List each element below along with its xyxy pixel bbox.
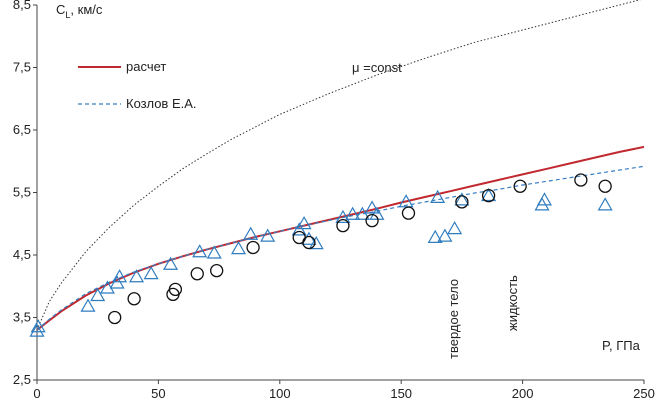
triangle-marker (345, 206, 361, 220)
circle-marker (365, 213, 379, 228)
triangle-marker (454, 192, 470, 206)
triangle-marker (536, 192, 552, 206)
circle-marker (574, 173, 588, 187)
circle-marker (108, 310, 122, 325)
circle-marker (302, 235, 316, 250)
triangle-marker (260, 228, 276, 242)
triangle-marker (143, 266, 159, 280)
triangle-marker (230, 241, 247, 255)
triangle-marker (30, 319, 46, 333)
circle-marker (481, 188, 496, 203)
triangle-marker (80, 298, 96, 312)
triangle-marker (398, 194, 414, 208)
legend-label-raschet: расчет (126, 59, 166, 74)
triangle-marker (90, 287, 106, 302)
x-tick-label: 0 (33, 386, 40, 401)
triangle-marker (163, 256, 179, 270)
x-tick-label: 250 (633, 386, 655, 401)
triangle-marker (597, 197, 613, 211)
circle-marker (190, 267, 204, 281)
triangle-marker (308, 236, 324, 250)
y-tick-label: 7,5 (13, 60, 31, 75)
circle-marker (455, 195, 469, 209)
x-axis-label: P, ГПа (602, 338, 641, 353)
triangle-marker (129, 269, 145, 283)
circle-marker (246, 240, 260, 255)
triangle-marker (192, 244, 208, 258)
y-tick-label: 3,5 (13, 310, 31, 325)
triangle-marker (206, 245, 222, 259)
x-tick-label: 100 (269, 386, 291, 401)
y-tick-label: 6,5 (13, 122, 31, 137)
circle-marker (336, 218, 350, 233)
circle-marker (401, 206, 416, 220)
annotation-mu-const: μ =const (352, 60, 402, 75)
triangle-marker (534, 197, 550, 211)
triangle-marker (437, 228, 453, 242)
series-line-raschet (37, 145, 645, 331)
triangle-marker (369, 206, 385, 220)
triangle-marker (364, 200, 380, 214)
x-tick-label: 150 (390, 386, 412, 401)
y-tick-label: 2,5 (13, 372, 31, 387)
circle-marker (168, 282, 183, 297)
legend-label-kozlov: Козлов Е.А. (126, 96, 197, 111)
triangle-marker (447, 221, 463, 235)
series-line-kozlov (37, 165, 645, 331)
chart-lines (37, 0, 645, 331)
triangle-marker (335, 209, 351, 223)
triangle-marker (112, 269, 128, 283)
circle-marker (598, 179, 612, 193)
y-axis-label: CL, км/с (56, 2, 103, 20)
x-tick-label: 50 (151, 386, 165, 401)
triangle-marker (427, 229, 443, 243)
series-line-mu-const (37, 0, 641, 331)
annotation-solid: твердое тело (446, 279, 461, 359)
triangle-marker (430, 189, 446, 203)
triangle-marker (481, 187, 497, 202)
y-tick-label: 4,5 (13, 247, 31, 262)
triangle-marker (243, 226, 259, 240)
chart-ticks: 0 50 100 150 200 250 2,5 3,5 4,5 5,5 6,5 7,5 8,5 (13, 0, 655, 401)
y-tick-label: 5,5 (13, 185, 31, 200)
triangle-marker (296, 216, 312, 230)
circle-marker (127, 292, 141, 306)
triangle-marker (29, 323, 45, 337)
circle-marker (513, 179, 527, 193)
chart-points (29, 173, 613, 337)
y-tick-label: 8,5 (13, 0, 31, 12)
circle-marker (210, 263, 224, 278)
x-tick-label: 200 (512, 386, 534, 401)
annotation-liquid: жидкость (505, 275, 520, 331)
